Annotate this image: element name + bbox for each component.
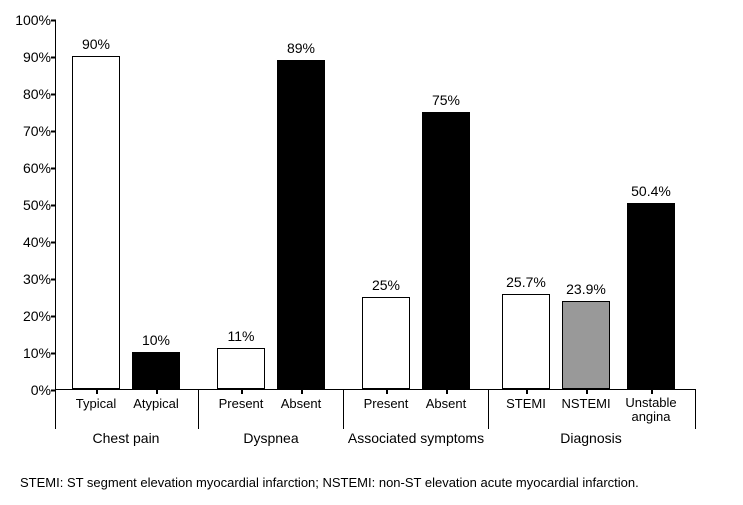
y-tick-mark bbox=[51, 20, 56, 22]
y-tick-label: 20% bbox=[11, 308, 51, 324]
bar-category-label: Absent bbox=[426, 396, 466, 411]
bar bbox=[217, 348, 265, 389]
bar-value-label: 25% bbox=[346, 277, 426, 293]
bar bbox=[72, 56, 120, 389]
y-tick-label: 80% bbox=[11, 86, 51, 102]
y-tick-label: 40% bbox=[11, 234, 51, 250]
y-tick-mark bbox=[51, 353, 56, 355]
bar bbox=[362, 297, 410, 390]
x-tick-mark bbox=[446, 389, 448, 394]
group-separator bbox=[343, 389, 344, 429]
bar-value-label: 89% bbox=[261, 40, 341, 56]
plot-area: 0%10%20%30%40%50%60%70%80%90%100%90%Typi… bbox=[55, 20, 695, 390]
bar bbox=[132, 352, 180, 389]
bar bbox=[562, 301, 610, 389]
bar-category-label: Present bbox=[219, 396, 264, 411]
y-tick-label: 30% bbox=[11, 271, 51, 287]
y-tick-mark bbox=[51, 131, 56, 133]
group-separator bbox=[198, 389, 199, 429]
x-tick-mark bbox=[586, 389, 588, 394]
y-tick-mark bbox=[51, 205, 56, 207]
y-tick-label: 10% bbox=[11, 345, 51, 361]
bar-category-label: NSTEMI bbox=[561, 396, 610, 411]
y-tick-label: 50% bbox=[11, 197, 51, 213]
x-tick-mark bbox=[301, 389, 303, 394]
caption-text: STEMI: ST segment elevation myocardial i… bbox=[20, 475, 639, 490]
group-separator bbox=[55, 389, 56, 429]
x-tick-mark bbox=[526, 389, 528, 394]
x-tick-mark bbox=[386, 389, 388, 394]
bar-value-label: 90% bbox=[56, 36, 136, 52]
y-tick-mark bbox=[51, 242, 56, 244]
y-tick-mark bbox=[51, 94, 56, 96]
group-label: Dyspnea bbox=[243, 430, 298, 446]
bar-value-label: 11% bbox=[201, 328, 281, 344]
bar-value-label: 75% bbox=[406, 92, 486, 108]
chart-container: 0%10%20%30%40%50%60%70%80%90%100%90%Typi… bbox=[55, 20, 715, 420]
y-tick-label: 90% bbox=[11, 49, 51, 65]
y-tick-mark bbox=[51, 279, 56, 281]
y-tick-mark bbox=[51, 57, 56, 59]
x-tick-mark bbox=[156, 389, 158, 394]
y-tick-label: 70% bbox=[11, 123, 51, 139]
x-tick-mark bbox=[96, 389, 98, 394]
bar-category-label: Present bbox=[364, 396, 409, 411]
y-tick-mark bbox=[51, 168, 56, 170]
y-tick-label: 60% bbox=[11, 160, 51, 176]
bar-category-label: STEMI bbox=[506, 396, 546, 411]
bar bbox=[277, 60, 325, 389]
group-label: Diagnosis bbox=[560, 430, 621, 446]
group-separator bbox=[695, 389, 696, 429]
y-tick-mark bbox=[51, 316, 56, 318]
group-separator bbox=[488, 389, 489, 429]
bar bbox=[422, 112, 470, 390]
bar bbox=[627, 203, 675, 389]
bar bbox=[502, 294, 550, 389]
y-tick-label: 0% bbox=[11, 382, 51, 398]
bar-category-label: Typical bbox=[76, 396, 116, 411]
bar-category-label: Absent bbox=[281, 396, 321, 411]
x-tick-mark bbox=[651, 389, 653, 394]
bar-category-label: Unstable angina bbox=[621, 396, 681, 425]
bar-value-label: 50.4% bbox=[611, 183, 691, 199]
x-tick-mark bbox=[241, 389, 243, 394]
bar-value-label: 10% bbox=[116, 332, 196, 348]
y-tick-label: 100% bbox=[11, 12, 51, 28]
group-label: Chest pain bbox=[93, 430, 160, 446]
group-label: Associated symptoms bbox=[348, 430, 484, 446]
bar-value-label: 23.9% bbox=[546, 281, 626, 297]
bar-category-label: Atypical bbox=[133, 396, 179, 411]
